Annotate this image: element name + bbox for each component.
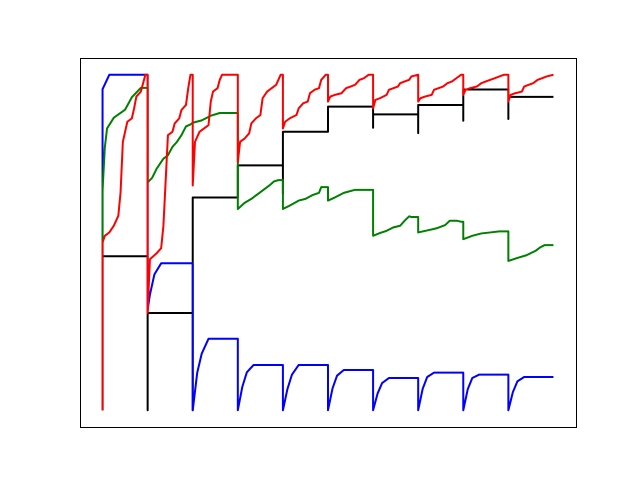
series-line-green <box>101 86 554 411</box>
series-line-blue <box>101 73 554 412</box>
series-layer <box>101 73 554 412</box>
plot-frame <box>80 58 577 428</box>
series-line-black <box>101 88 554 412</box>
series-line-red <box>101 73 554 411</box>
